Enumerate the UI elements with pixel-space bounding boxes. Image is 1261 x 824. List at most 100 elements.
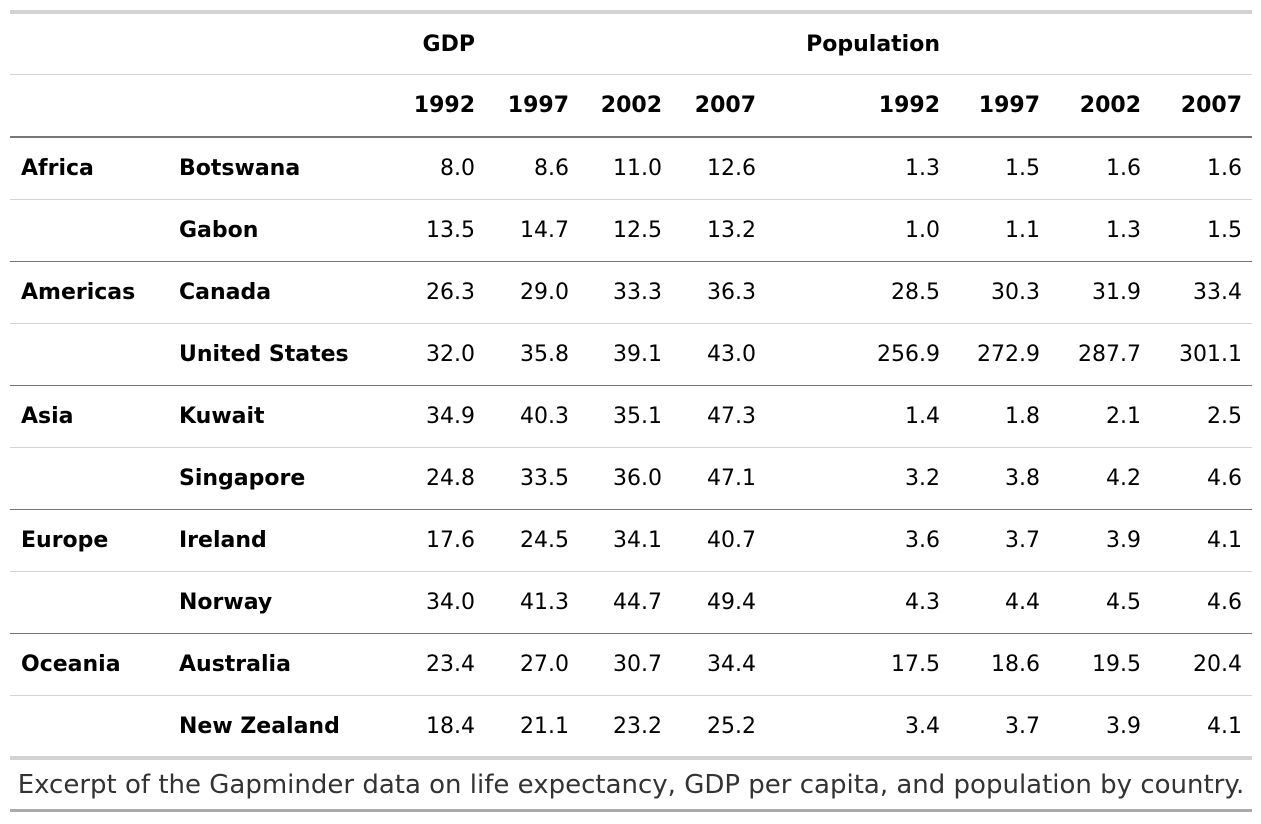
gdp-year-header: 1992	[413, 93, 475, 118]
gdp-value-cell: 12.5	[613, 218, 662, 243]
pop-value-cell: 4.1	[1207, 714, 1242, 739]
gdp-value-cell: 35.1	[613, 404, 662, 429]
gdp-value-cell: 47.1	[707, 466, 756, 491]
pop-year-header: 1997	[978, 93, 1040, 118]
gdp-value-cell: 32.0	[426, 342, 475, 367]
pop-value-cell: 3.6	[905, 528, 940, 553]
country-label: Botswana	[179, 156, 301, 181]
gdp-value-cell: 47.3	[707, 404, 756, 429]
pop-value-cell: 1.4	[905, 404, 940, 429]
pop-value-cell: 4.3	[905, 590, 940, 615]
country-label: Kuwait	[179, 404, 265, 429]
pop-value-cell: 3.4	[905, 714, 940, 739]
gdp-spanner: GDP	[422, 32, 475, 57]
group-separator-rule	[10, 261, 1252, 262]
pop-value-cell: 28.5	[891, 280, 940, 305]
pop-value-cell: 4.5	[1106, 590, 1141, 615]
table-row: New Zealand 18.4 21.1 23.2 25.2 3.4 3.7 3.9 4.1	[10, 696, 1252, 758]
pop-value-cell: 3.7	[1005, 714, 1040, 739]
pop-value-cell: 20.4	[1193, 652, 1242, 677]
gdp-value-cell: 34.9	[426, 404, 475, 429]
gdp-value-cell: 36.3	[707, 280, 756, 305]
gdp-value-cell: 18.4	[426, 714, 475, 739]
table-row: Norway 34.0 41.3 44.7 49.4 4.3 4.4 4.5 4.6	[10, 572, 1252, 634]
spanner-rule	[10, 74, 1252, 75]
gdp-value-cell: 29.0	[520, 280, 569, 305]
gdp-value-cell: 25.2	[707, 714, 756, 739]
pop-value-cell: 1.3	[1106, 218, 1141, 243]
gdp-value-cell: 33.5	[520, 466, 569, 491]
gdp-value-cell: 13.5	[426, 218, 475, 243]
pop-value-cell: 3.7	[1005, 528, 1040, 553]
gdp-value-cell: 33.3	[613, 280, 662, 305]
gdp-value-cell: 27.0	[520, 652, 569, 677]
gdp-value-cell: 23.4	[426, 652, 475, 677]
country-label: Norway	[179, 590, 273, 615]
pop-year-header: 2002	[1079, 93, 1141, 118]
gdp-value-cell: 41.3	[520, 590, 569, 615]
pop-value-cell: 1.5	[1005, 156, 1040, 181]
pop-value-cell: 3.2	[905, 466, 940, 491]
gdp-value-cell: 39.1	[613, 342, 662, 367]
pop-value-cell: 301.1	[1179, 342, 1242, 367]
continent-label	[21, 200, 171, 262]
gdp-value-cell: 44.7	[613, 590, 662, 615]
row-separator-rule	[10, 323, 1252, 324]
pop-value-cell: 1.6	[1207, 156, 1242, 181]
country-label: New Zealand	[179, 714, 340, 739]
gdp-value-cell: 12.6	[707, 156, 756, 181]
pop-value-cell: 4.6	[1207, 590, 1242, 615]
gdp-value-cell: 34.0	[426, 590, 475, 615]
gdp-value-cell: 49.4	[707, 590, 756, 615]
group-separator-rule	[10, 385, 1252, 386]
gdp-value-cell: 40.7	[707, 528, 756, 553]
pop-value-cell: 3.9	[1106, 714, 1141, 739]
gdp-value-cell: 21.1	[520, 714, 569, 739]
table-caption: Excerpt of the Gapminder data on life ex…	[17, 770, 1245, 800]
country-label: Australia	[179, 652, 291, 677]
gdp-value-cell: 14.7	[520, 218, 569, 243]
gdp-value-cell: 8.6	[534, 156, 569, 181]
column-header-row: 1992 1997 2002 2007 1992 1997 2002 2007	[10, 75, 1252, 137]
gdp-value-cell: 30.7	[613, 652, 662, 677]
pop-value-cell: 19.5	[1092, 652, 1141, 677]
continent-label: Asia	[21, 404, 74, 429]
gdp-value-cell: 36.0	[613, 466, 662, 491]
pop-value-cell: 1.5	[1207, 218, 1242, 243]
continent-label	[21, 448, 171, 510]
table-row: Europe Ireland 17.6 24.5 34.1 40.7 3.6 3.7 3.9 4.…	[10, 510, 1252, 572]
pop-value-cell: 287.7	[1078, 342, 1141, 367]
gdp-year-header: 2007	[694, 93, 756, 118]
continent-label: Africa	[21, 156, 94, 181]
gdp-value-cell: 24.8	[426, 466, 475, 491]
pop-value-cell: 31.9	[1092, 280, 1141, 305]
pop-value-cell: 2.1	[1106, 404, 1141, 429]
continent-label	[21, 572, 171, 634]
gdp-value-cell: 23.2	[613, 714, 662, 739]
continent-label: Americas	[21, 280, 136, 305]
header-bottom-rule	[10, 136, 1252, 138]
pop-value-cell: 17.5	[891, 652, 940, 677]
gdp-year-header: 2002	[600, 93, 662, 118]
pop-year-header: 1992	[878, 93, 940, 118]
table-row: Oceania Australia 23.4 27.0 30.7 34.4 17.5 18.6…	[10, 634, 1252, 696]
pop-value-cell: 1.1	[1005, 218, 1040, 243]
pop-value-cell: 33.4	[1193, 280, 1242, 305]
gdp-value-cell: 34.1	[613, 528, 662, 553]
gdp-year-header: 1997	[507, 93, 569, 118]
pop-value-cell: 272.9	[977, 342, 1040, 367]
pop-value-cell: 3.8	[1005, 466, 1040, 491]
country-label: Gabon	[179, 218, 259, 243]
table-row: Gabon 13.5 14.7 12.5 13.2 1.0 1.1 1.3 1.5	[10, 200, 1252, 262]
row-separator-rule	[10, 695, 1252, 696]
gdp-value-cell: 8.0	[440, 156, 475, 181]
table-row: Asia Kuwait 34.9 40.3 35.1 47.3 1.4 1.8 2.1 2.5	[10, 386, 1252, 448]
continent-label	[21, 324, 171, 386]
table-bottom-rule	[10, 756, 1252, 760]
country-label: United States	[179, 342, 349, 367]
table-row: United States 32.0 35.8 39.1 43.0 256.9 272.9 2…	[10, 324, 1252, 386]
gdp-value-cell: 24.5	[520, 528, 569, 553]
gdp-value-cell: 11.0	[613, 156, 662, 181]
row-separator-rule	[10, 199, 1252, 200]
group-separator-rule	[10, 633, 1252, 634]
